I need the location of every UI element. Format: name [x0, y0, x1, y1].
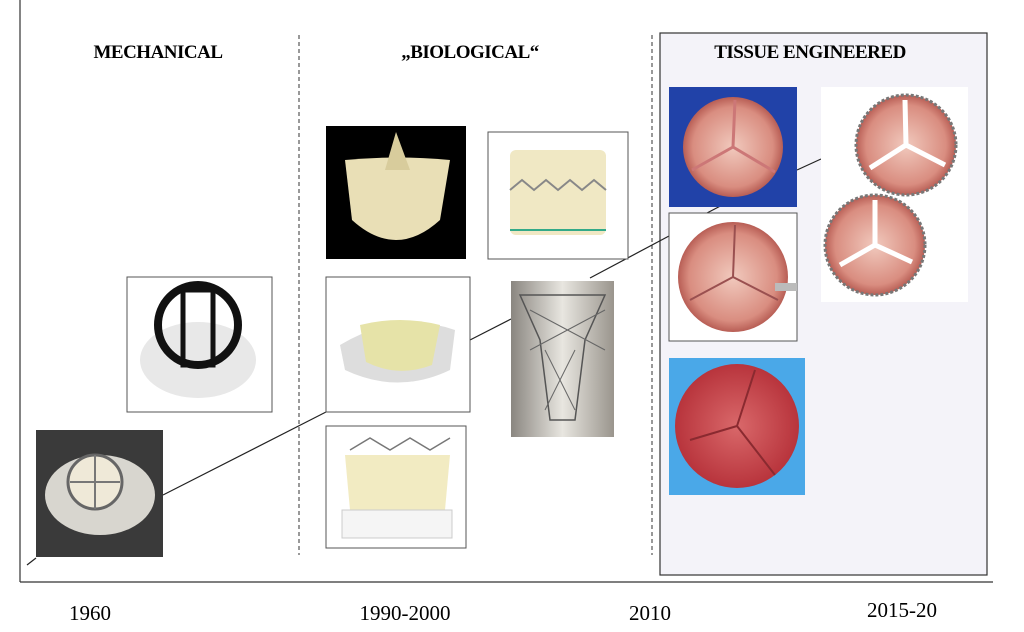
valve-image [511, 281, 614, 437]
timeline-label: 1990-2000 [360, 601, 451, 625]
valve-image [326, 126, 466, 259]
valve-image [669, 87, 797, 207]
section-title: TISSUE ENGINEERED [714, 42, 906, 63]
timeline-label: 1960 [69, 601, 111, 625]
timeline-label: 2010 [629, 601, 671, 625]
valve-image [487, 131, 629, 260]
valve-image [669, 358, 805, 495]
valve-image [36, 430, 163, 557]
valve-image [325, 425, 467, 549]
valve-image [126, 276, 273, 413]
section-title: MECHANICAL [93, 42, 222, 63]
valve-image [325, 276, 471, 413]
section-title: „BIOLOGICAL“ [401, 42, 539, 63]
valve-image [668, 212, 798, 342]
valve-image [821, 87, 968, 302]
timeline-label: 2015-20 [867, 598, 937, 622]
